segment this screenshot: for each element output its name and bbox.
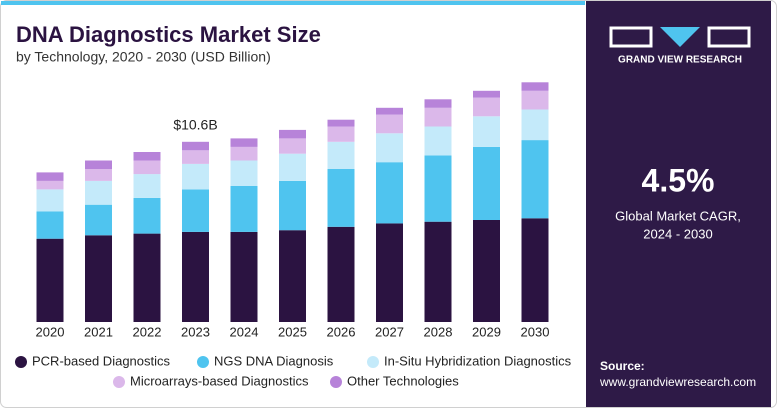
bar-segment bbox=[521, 90, 549, 110]
x-tick-label: 2022 bbox=[133, 324, 162, 339]
x-tick-label: 2028 bbox=[424, 324, 453, 339]
bar-segment bbox=[521, 109, 549, 141]
bar-segment bbox=[36, 238, 64, 322]
bar-segment bbox=[424, 107, 452, 127]
legend-label: Other Technologies bbox=[347, 373, 459, 388]
bar-segment bbox=[521, 140, 549, 219]
legend-swatch bbox=[113, 376, 125, 388]
legend-label: NGS DNA Diagnosis bbox=[214, 353, 334, 368]
bar-segment bbox=[473, 116, 500, 147]
chart-subtitle: by Technology, 2020 - 2030 (USD Billion) bbox=[16, 49, 271, 65]
bar-segment bbox=[133, 174, 161, 198]
bar-segment bbox=[376, 162, 403, 224]
bar-segment bbox=[279, 129, 306, 139]
bar-segment bbox=[182, 189, 209, 232]
legend-label: Microarrays-based Diagnostics bbox=[130, 373, 309, 388]
bar-segment bbox=[327, 169, 355, 227]
logo-box bbox=[707, 26, 751, 48]
bar-segment bbox=[376, 223, 403, 322]
bar-segment bbox=[327, 126, 355, 142]
bar-segment bbox=[279, 153, 306, 181]
x-tick-label: 2027 bbox=[375, 324, 404, 339]
bar-segment bbox=[473, 90, 500, 98]
bar-segment bbox=[376, 107, 403, 115]
bar-segment bbox=[182, 141, 209, 151]
bar-segment bbox=[327, 141, 355, 169]
bar-segment bbox=[230, 231, 258, 322]
bar-segment bbox=[521, 218, 549, 322]
bar-segment bbox=[327, 226, 355, 322]
bar-segment bbox=[36, 180, 64, 190]
bar-segment bbox=[85, 235, 112, 322]
legend-label: PCR-based Diagnostics bbox=[32, 353, 171, 368]
x-tick-label: 2026 bbox=[327, 324, 356, 339]
legend-swatch bbox=[197, 356, 209, 368]
x-tick-label: 2024 bbox=[230, 324, 259, 339]
cagr-label: Global Market CAGR, bbox=[615, 208, 741, 223]
bar-segment bbox=[424, 155, 452, 222]
bar-segment bbox=[182, 231, 209, 322]
logo bbox=[609, 26, 751, 48]
legend-label: In-Situ Hybridization Diagnostics bbox=[384, 353, 572, 368]
logo-triangle bbox=[660, 27, 700, 47]
bar-segment bbox=[85, 169, 112, 181]
bar-segment bbox=[182, 163, 209, 190]
legend-swatch bbox=[15, 356, 27, 368]
bar-segment bbox=[424, 99, 452, 108]
brand: GRAND VIEW RESEARCH bbox=[618, 55, 742, 66]
bar-segment bbox=[230, 160, 258, 186]
bar-segment bbox=[36, 189, 64, 212]
logo-box bbox=[609, 26, 653, 48]
bar-segment bbox=[36, 172, 64, 181]
bar-segment bbox=[182, 150, 209, 164]
source-label: Source: bbox=[600, 359, 645, 373]
bar-segment bbox=[279, 138, 306, 154]
bar-segment bbox=[473, 146, 500, 220]
bar-segment bbox=[424, 126, 452, 156]
bar-segment bbox=[279, 230, 306, 322]
bar-segment bbox=[376, 133, 403, 163]
legend-swatch bbox=[367, 356, 379, 368]
bar-segment bbox=[230, 186, 258, 232]
x-tick-label: 2030 bbox=[521, 324, 550, 339]
bar-segment bbox=[230, 138, 258, 147]
source-url: www.grandviewresearch.com bbox=[599, 375, 756, 389]
bar-segment bbox=[85, 180, 112, 205]
x-tick-label: 2021 bbox=[84, 324, 113, 339]
chart-title: DNA Diagnostics Market Size bbox=[16, 22, 321, 47]
annotation: $10.6B bbox=[173, 117, 217, 133]
bar-segment bbox=[133, 160, 161, 175]
bar-segment bbox=[473, 97, 500, 117]
bar-segment bbox=[85, 204, 112, 236]
cagr-value: 4.5% bbox=[642, 162, 715, 198]
bar-segment bbox=[133, 152, 161, 161]
bar-segment bbox=[133, 233, 161, 322]
x-tick-label: 2023 bbox=[181, 324, 210, 339]
top-strip bbox=[1, 1, 585, 5]
bar-segment bbox=[473, 220, 500, 322]
x-tick-label: 2029 bbox=[472, 324, 501, 339]
legend-swatch bbox=[330, 376, 342, 388]
x-tick-label: 2020 bbox=[36, 324, 65, 339]
bar-segment bbox=[376, 114, 403, 134]
bar-segment bbox=[279, 180, 306, 231]
bar-segment bbox=[521, 82, 549, 91]
bar-segment bbox=[230, 146, 258, 161]
side-panel bbox=[586, 1, 771, 407]
bar-segment bbox=[85, 160, 112, 169]
cagr-label: 2024 - 2030 bbox=[643, 226, 712, 241]
bar-segment bbox=[133, 197, 161, 234]
bar-segment bbox=[424, 221, 452, 322]
bar-segment bbox=[36, 211, 64, 239]
x-tick-label: 2025 bbox=[278, 324, 307, 339]
bar-segment bbox=[327, 119, 355, 127]
